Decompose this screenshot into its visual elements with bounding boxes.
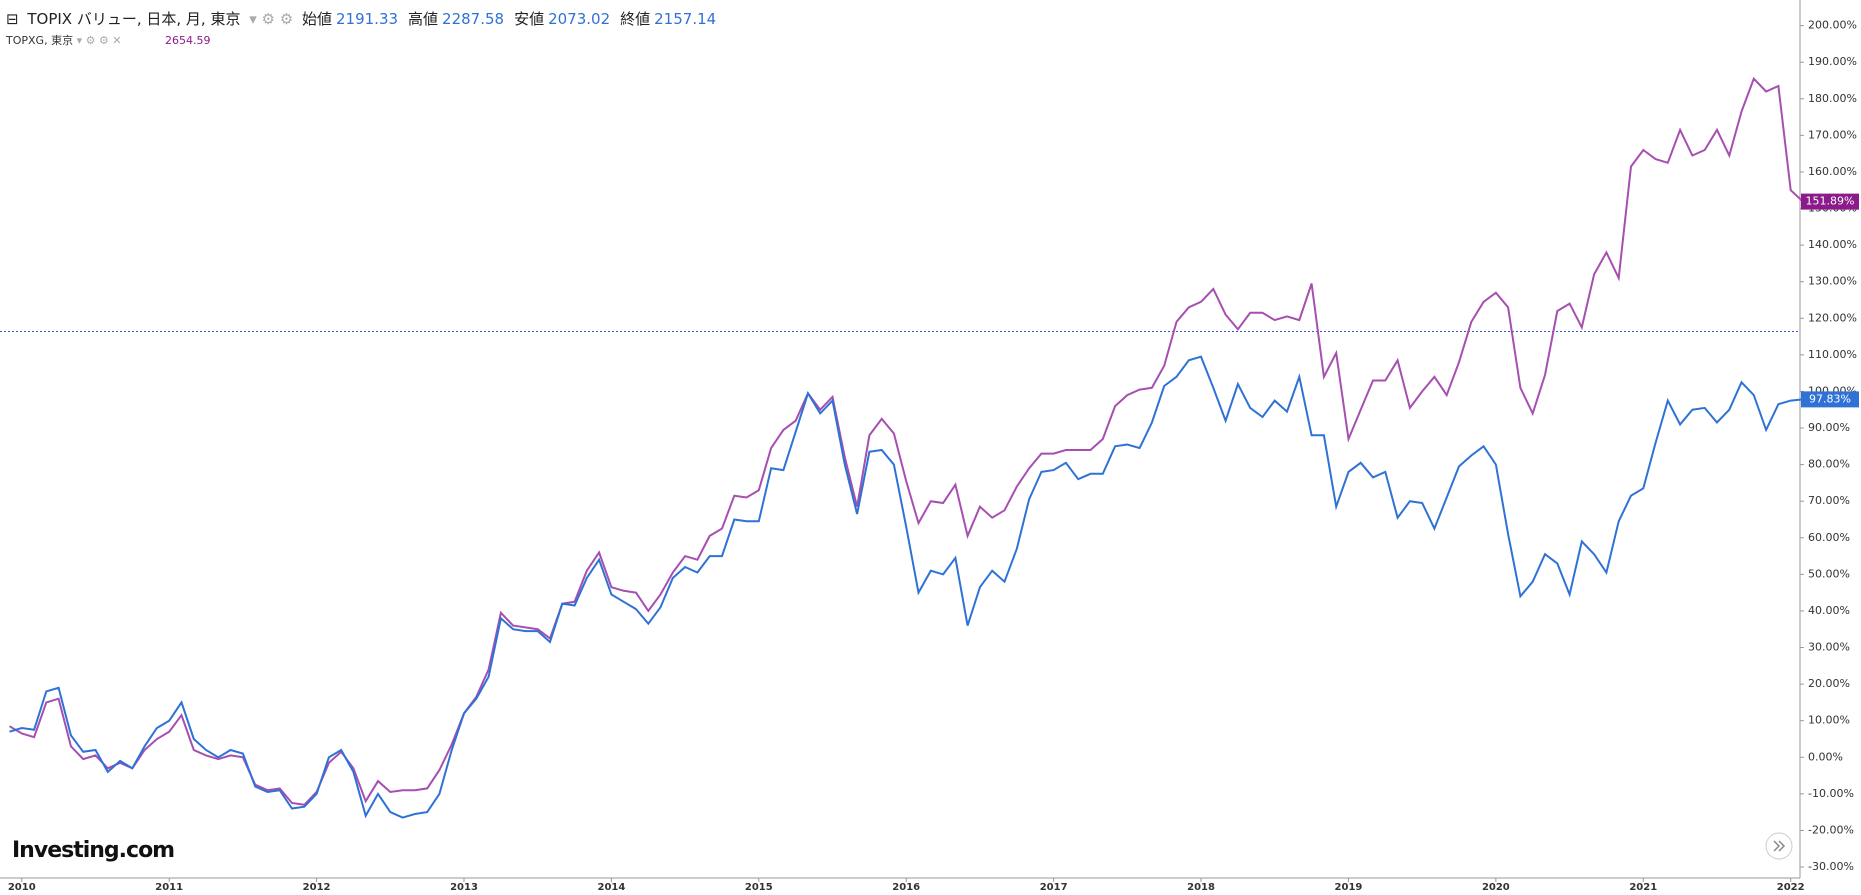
ohlc-label: 始値 [301,10,332,28]
x-tick-label: 2016 [892,882,920,893]
series-line [9,355,1804,819]
ohlc-value: 2287.58 [442,10,505,28]
x-tick-label: 2017 [1040,882,1068,893]
ohlc-value: 2157.14 [654,10,717,28]
y-tick-label: 90.00% [1808,421,1850,434]
y-tick-label: 30.00% [1808,641,1850,654]
y-tick-label: 200.00% [1808,19,1857,32]
x-tick-label: 2022 [1777,882,1805,893]
y-tick-label: 40.00% [1808,604,1850,617]
ohlc-value: 2073.02 [548,10,611,28]
ohlc-label: 安値 [514,10,545,28]
x-tick-label: 2019 [1335,882,1363,893]
y-tick-label: -10.00% [1808,787,1854,800]
ohlc-value: 2191.33 [336,10,399,28]
ohlc-label: 高値 [408,10,439,28]
x-tick-label: 2013 [450,882,478,893]
y-tick-label: -30.00% [1808,860,1854,873]
y-tick-label: 120.00% [1808,311,1857,324]
x-tick-label: 2010 [8,882,36,893]
last-value-badge [1801,391,1859,408]
x-tick-label: 2015 [745,882,773,893]
y-tick-label: 180.00% [1808,92,1857,105]
scroll-icon [1773,840,1786,852]
x-tick-label: 2018 [1187,882,1215,893]
y-tick-label: 80.00% [1808,458,1850,471]
ohlc-label: 終値 [620,10,651,28]
ohlc: 始値 2191.33 高値 2287.58 安値 2073.02 終値 2157.14 [302,10,726,28]
y-tick-label: 140.00% [1808,238,1857,251]
x-tick-label: 2014 [597,882,625,893]
y-tick-label: 130.00% [1808,275,1857,288]
y-tick-label: 70.00% [1808,494,1850,507]
main-legend: ⊟ TOPIX バリュー, 日本, 月, 東京 ▾ ⚙ ⚙ 始値 2191.33 高… [6,8,730,29]
y-tick-label: 50.00% [1808,567,1850,580]
series-line [8,76,1804,806]
x-tick-label: 2021 [1629,882,1657,893]
series-name: TOPXG, 東京 [6,34,74,47]
series-name: TOPIX バリュー, 日本, 月, 東京 [27,10,241,28]
x-tick-label: 2020 [1482,882,1510,893]
dropdown[interactable]: ▾ ⚙ ⚙ [249,10,294,28]
y-tick-label: -20.00% [1808,823,1854,836]
y-tick-label: 170.00% [1808,128,1857,141]
last-value-badge [1801,193,1859,210]
price: 2654.59 [165,34,211,47]
last-value-label: 97.83% [1809,392,1851,405]
y-tick-label: 190.00% [1808,55,1857,68]
compare-legend: TOPXG, 東京 ▾ ⚙ ⚙ ✕ 2654.59 [6,32,211,48]
collapse-icon[interactable]: ⊟ [6,10,19,28]
y-tick-label: 110.00% [1808,348,1857,361]
last-value-label: 151.89% [1806,195,1855,208]
dropdown[interactable]: ▾ ⚙ ⚙ ✕ [76,34,122,47]
x-tick-label: 2011 [155,882,183,893]
logo: Investing.com [12,838,175,863]
y-tick-label: 60.00% [1808,531,1850,544]
y-tick-label: 0.00% [1808,750,1843,763]
y-tick-label: 10.00% [1808,714,1850,727]
y-tick-label: 160.00% [1808,165,1857,178]
x-tick-label: 2012 [303,882,331,893]
y-tick-label: 20.00% [1808,677,1850,690]
